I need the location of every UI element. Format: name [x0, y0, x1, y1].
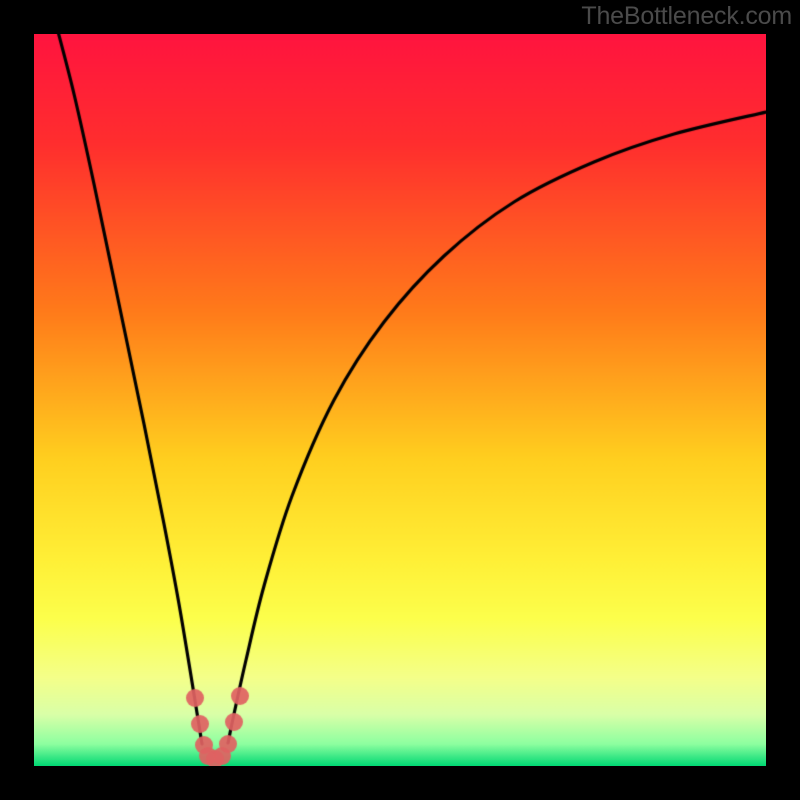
chart-frame: TheBottleneck.com	[0, 0, 800, 800]
bottleneck-curve	[34, 34, 766, 766]
plot-area	[34, 34, 766, 766]
watermark-text: TheBottleneck.com	[581, 2, 792, 31]
